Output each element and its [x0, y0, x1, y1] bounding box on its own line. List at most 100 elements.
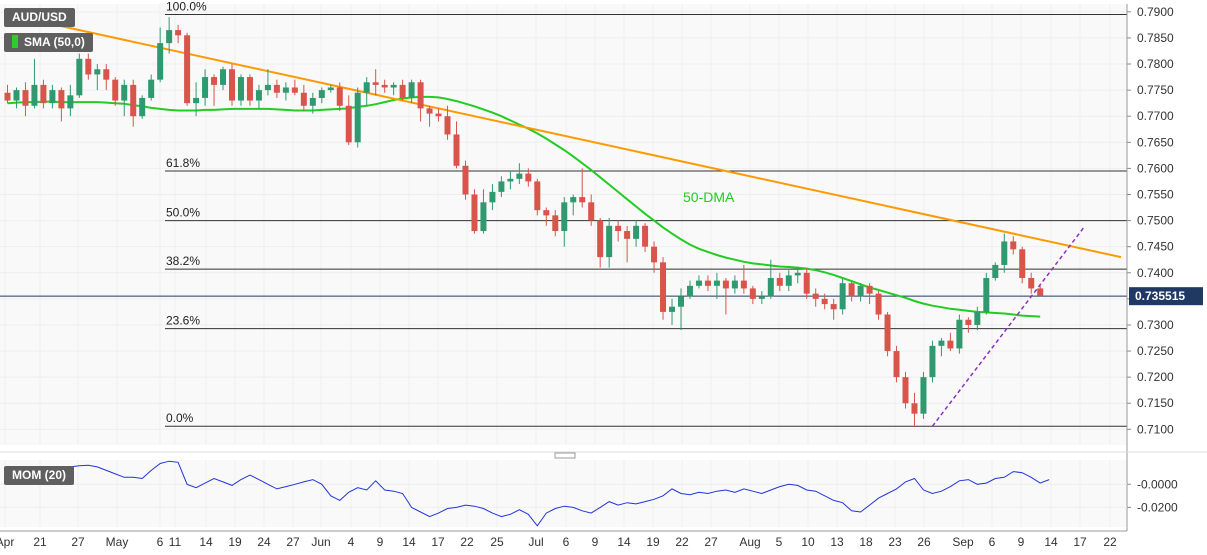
- candle: [803, 267, 810, 299]
- x-tick-label: Aug: [739, 535, 760, 549]
- x-tick-label: Jul: [528, 535, 543, 549]
- x-tick-label: 22: [675, 535, 689, 549]
- candle: [642, 223, 649, 252]
- candle-body: [947, 340, 954, 349]
- y-tick-label: 0.7700: [1137, 109, 1174, 123]
- candle: [1010, 236, 1017, 255]
- candle: [148, 74, 155, 101]
- candle-body: [345, 105, 352, 143]
- y-tick-label: 0.7900: [1137, 5, 1174, 19]
- candle-body: [678, 296, 684, 307]
- candle-body: [453, 134, 460, 166]
- candle-body: [615, 225, 622, 232]
- x-tick-label: Jun: [311, 535, 330, 549]
- candle-body: [103, 69, 110, 80]
- y-tick-label: 0.7200: [1137, 370, 1174, 384]
- candle: [633, 220, 640, 247]
- candle: [992, 262, 999, 281]
- candle-body: [866, 285, 873, 294]
- candle: [345, 95, 352, 145]
- candle: [543, 207, 550, 226]
- x-tick-label: 22: [1103, 535, 1117, 549]
- candle-body: [4, 92, 11, 101]
- y-tick-label: 0.7250: [1137, 344, 1174, 358]
- candle: [893, 345, 900, 383]
- candle: [1001, 233, 1008, 273]
- candle-body: [983, 277, 990, 312]
- candle: [264, 69, 271, 96]
- candle: [767, 259, 774, 299]
- candle-body: [300, 92, 307, 106]
- candle: [731, 275, 738, 294]
- candle-body: [911, 403, 918, 414]
- candle: [220, 66, 227, 91]
- x-tick-label: 4: [348, 535, 355, 549]
- candle-body: [929, 345, 936, 378]
- candle: [94, 64, 101, 91]
- candle-body: [875, 293, 882, 315]
- candle-body: [1028, 277, 1035, 289]
- candle-body: [13, 90, 20, 101]
- candle: [282, 82, 289, 101]
- sma-label: SMA (50,0): [24, 35, 85, 49]
- candle: [13, 87, 20, 109]
- candle-body: [785, 275, 792, 286]
- candle-body: [884, 314, 891, 352]
- x-tick-label: 5: [776, 535, 783, 549]
- x-tick-label: 27: [704, 535, 718, 549]
- fibonacci-level-label: 23.6%: [166, 314, 200, 328]
- candle-body: [354, 92, 361, 143]
- candle-body: [31, 84, 38, 106]
- candle-body: [175, 30, 182, 36]
- candle-body: [749, 288, 756, 299]
- x-tick-label: 6: [563, 535, 570, 549]
- y-tick-label: 0.7500: [1137, 214, 1174, 228]
- candle: [453, 121, 460, 169]
- candle-body: [489, 191, 496, 203]
- x-tick-label: Apr: [0, 535, 14, 549]
- candle-body: [435, 113, 442, 117]
- candle: [255, 84, 262, 109]
- candle: [776, 272, 783, 292]
- candle-body: [309, 97, 316, 106]
- x-tick-label: 6: [989, 535, 996, 549]
- candle: [489, 184, 496, 211]
- candle: [76, 53, 83, 98]
- x-tick-label: 27: [71, 535, 85, 549]
- candle: [866, 283, 873, 305]
- candle: [31, 58, 38, 109]
- y-tick-label: 0.7800: [1137, 57, 1174, 71]
- sma-annotation: 50-DMA: [683, 189, 735, 205]
- x-tick-label: May: [106, 535, 129, 549]
- candle: [911, 392, 918, 427]
- candle-body: [426, 108, 433, 114]
- candle: [300, 84, 307, 111]
- pane-resize-handle: [554, 452, 576, 459]
- candle-body: [130, 84, 137, 117]
- candle-body: [399, 84, 406, 98]
- y-tick-label: 0.7850: [1137, 31, 1174, 45]
- candle-body: [220, 69, 227, 85]
- candle: [202, 69, 209, 106]
- candle-body: [722, 280, 729, 289]
- candle-body: [462, 165, 469, 195]
- candle: [462, 160, 469, 200]
- candle-body: [651, 246, 658, 263]
- candle: [157, 27, 164, 83]
- candle: [336, 82, 343, 111]
- candle: [669, 298, 676, 325]
- candle: [758, 291, 765, 305]
- candle: [606, 217, 613, 268]
- candle: [49, 84, 56, 109]
- y-tick-label: 0.7600: [1137, 161, 1174, 175]
- candle-body: [229, 69, 235, 101]
- candle-body: [633, 225, 640, 239]
- candle-body: [148, 79, 155, 98]
- candle: [660, 257, 667, 320]
- candle-body: [202, 77, 209, 98]
- sma-legend: SMA (50,0): [4, 33, 93, 52]
- candle: [121, 79, 128, 117]
- symbol-legend: AUD/USD: [4, 8, 75, 27]
- x-tick-label: 17: [1073, 535, 1087, 549]
- candle-body: [390, 84, 397, 88]
